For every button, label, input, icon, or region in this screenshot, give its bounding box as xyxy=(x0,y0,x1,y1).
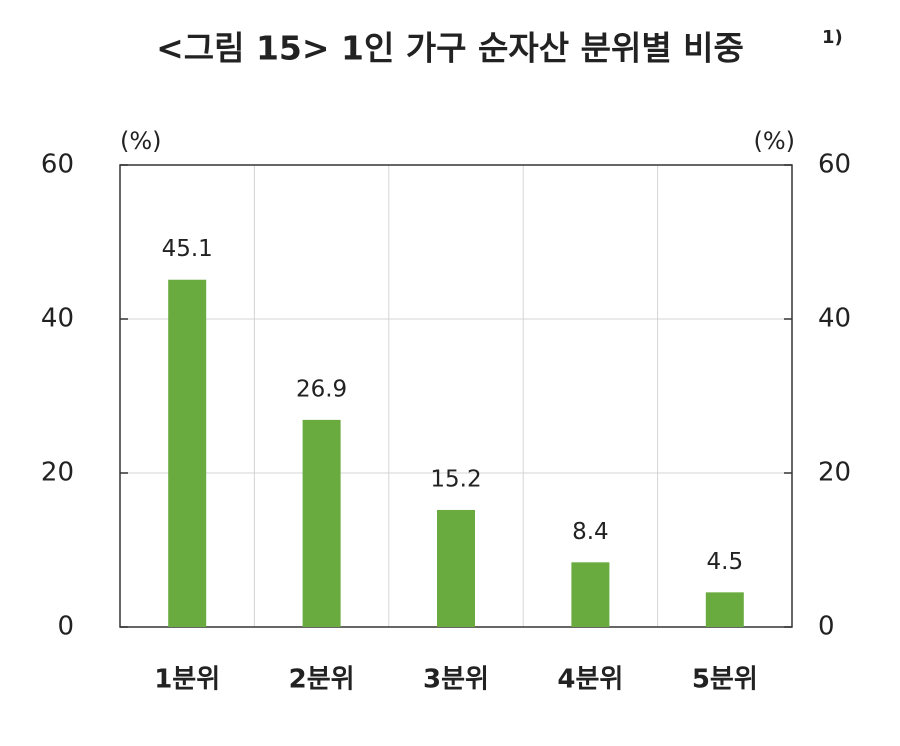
x-tick-label: 5분위 xyxy=(692,665,758,695)
bar xyxy=(168,279,207,627)
x-tick-label: 4분위 xyxy=(557,665,623,695)
value-label: 4.5 xyxy=(707,549,744,575)
y-unit: (%) xyxy=(120,127,162,155)
bar xyxy=(705,592,744,627)
y-tick-label: 20 xyxy=(41,458,74,488)
value-label: 26.9 xyxy=(296,376,347,402)
y2-tick-label: 40 xyxy=(818,304,851,334)
value-label: 45.1 xyxy=(162,236,213,262)
chart-title: <그림 15> 1인 가구 순자산 분위별 비중 xyxy=(156,29,744,68)
value-label: 15.2 xyxy=(430,466,481,492)
x-tick-label: 2분위 xyxy=(289,665,355,695)
bar xyxy=(437,509,475,627)
bar xyxy=(571,562,610,627)
x-tick-label: 1분위 xyxy=(154,665,220,695)
y-tick-label: 40 xyxy=(41,304,74,334)
bar xyxy=(302,419,341,627)
y2-tick-label: 0 xyxy=(818,612,835,642)
title-superscript: 1) xyxy=(822,27,843,48)
y-tick-label: 60 xyxy=(41,150,74,180)
y2-tick-label: 20 xyxy=(818,458,851,488)
value-label: 8.4 xyxy=(572,519,609,545)
y-tick-label: 0 xyxy=(57,612,74,642)
x-tick-label: 3분위 xyxy=(423,665,489,695)
y2-unit: (%) xyxy=(753,127,795,155)
y2-tick-label: 60 xyxy=(818,150,851,180)
